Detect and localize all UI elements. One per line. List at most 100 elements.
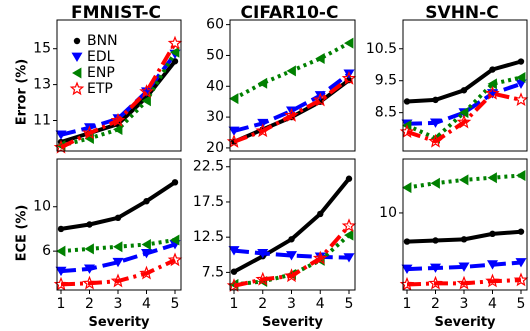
series-edl <box>228 246 355 263</box>
y-tick-label: 30 <box>206 109 224 125</box>
data-point-edl <box>112 257 124 268</box>
y-tick-label: 12.5 <box>193 229 224 245</box>
data-point-bnn <box>345 175 353 182</box>
x-tick-label: 4 <box>142 296 151 312</box>
chart-title: SVHN-C <box>425 3 498 23</box>
data-point-edl <box>458 262 470 272</box>
legend-label-enp: ENP <box>87 65 115 81</box>
data-point-edl <box>141 248 152 259</box>
legend-marker-bnn <box>73 37 81 45</box>
data-point-edl <box>430 118 441 128</box>
series-edl <box>401 258 527 275</box>
series-bnn <box>403 228 525 245</box>
data-point-enp <box>113 123 123 135</box>
data-point-enp <box>170 234 180 246</box>
data-point-edl <box>286 251 297 261</box>
data-point-bnn <box>114 214 122 222</box>
x-axis-label: Severity <box>434 315 496 330</box>
data-point-edl <box>55 266 67 277</box>
data-point-bnn <box>460 236 468 243</box>
data-point-enp <box>56 245 66 257</box>
series-line-etp <box>60 258 176 287</box>
data-point-enp <box>315 53 325 65</box>
series-line-edl <box>233 72 351 133</box>
y-tick-label: 10.5 <box>366 41 397 57</box>
data-point-bnn <box>489 230 496 238</box>
data-point-etp <box>167 252 183 267</box>
plot-frame <box>56 19 182 152</box>
y-tick-label: 50 <box>206 47 224 63</box>
data-point-bnn <box>317 210 324 218</box>
series-edl <box>55 240 181 277</box>
data-point-bnn <box>171 58 179 65</box>
y-tick-label: 20 <box>206 140 224 156</box>
series-enp <box>402 170 526 194</box>
data-point-etp <box>110 112 126 127</box>
x-tick-label: 5 <box>517 296 526 312</box>
chart-title: CIFAR10-C <box>241 3 339 23</box>
series-line-etp <box>60 42 177 150</box>
data-point-enp <box>141 238 151 250</box>
data-point-enp <box>516 170 526 182</box>
y-tick-label: 6 <box>42 243 51 259</box>
data-point-etp <box>82 125 97 140</box>
series-etp <box>53 35 183 154</box>
chart-panel-4: 6 10 1 2 3 4 5 Severity <box>33 158 183 330</box>
x-tick-label: 2 <box>258 296 267 312</box>
data-point-enp <box>487 78 497 90</box>
legend-marker-etp <box>69 81 85 96</box>
data-point-edl <box>487 260 498 270</box>
data-point-bnn <box>460 87 468 94</box>
y-tick-label: 10 <box>33 199 51 215</box>
x-tick-label: 1 <box>403 296 412 312</box>
x-tick-label: 1 <box>57 296 66 312</box>
data-point-enp <box>229 93 239 105</box>
data-point-bnn <box>230 268 238 275</box>
data-point-enp <box>402 182 412 194</box>
data-point-etp <box>284 107 299 122</box>
chart-panel-6: 10 1 2 3 4 5 Severity <box>379 158 529 330</box>
series-etp <box>226 70 357 148</box>
x-tick-label: 2 <box>85 296 94 312</box>
data-point-etp <box>485 273 500 288</box>
y-tick-label: 8.5 <box>375 105 397 121</box>
data-point-etp <box>82 275 97 290</box>
data-point-edl <box>228 126 240 136</box>
data-point-enp <box>141 95 151 107</box>
data-point-bnn <box>57 225 65 233</box>
data-point-etp <box>110 273 126 288</box>
data-point-enp <box>84 132 94 144</box>
y-tick-label: 17.5 <box>193 194 224 210</box>
legend-label-etp: ETP <box>87 81 113 97</box>
series-line-etp <box>233 76 351 144</box>
data-point-enp <box>84 243 94 255</box>
x-axis-label: Severity <box>88 315 150 330</box>
y-tick-label: 15 <box>33 41 51 57</box>
series-line-edl <box>60 242 176 274</box>
series-bnn <box>403 58 525 105</box>
data-point-enp <box>344 229 354 241</box>
x-tick-label: 5 <box>171 296 180 312</box>
series-etp <box>399 85 529 148</box>
series-etp <box>226 218 357 292</box>
data-point-enp <box>344 37 354 49</box>
chart-panel-5: 7.5 12.5 17.5 22.5 1 2 3 4 5 Severity <box>193 158 357 330</box>
data-point-bnn <box>489 66 496 73</box>
data-point-enp <box>113 241 123 253</box>
data-point-bnn <box>86 221 93 228</box>
plot-frame <box>229 158 356 291</box>
legend-marker-edl <box>71 52 83 62</box>
data-point-enp <box>170 46 180 58</box>
x-tick-label: 3 <box>287 296 296 312</box>
x-tick-label: 1 <box>230 296 239 312</box>
x-tick-label: 4 <box>316 296 325 312</box>
data-point-etp <box>513 92 529 107</box>
data-point-etp <box>255 271 271 286</box>
data-point-edl <box>257 118 269 129</box>
series-line-edl <box>233 248 350 260</box>
ylabel-ece: ECE (%) <box>15 205 30 262</box>
ylabel-error: Error (%) <box>15 59 30 125</box>
x-tick-label: 3 <box>114 296 123 312</box>
